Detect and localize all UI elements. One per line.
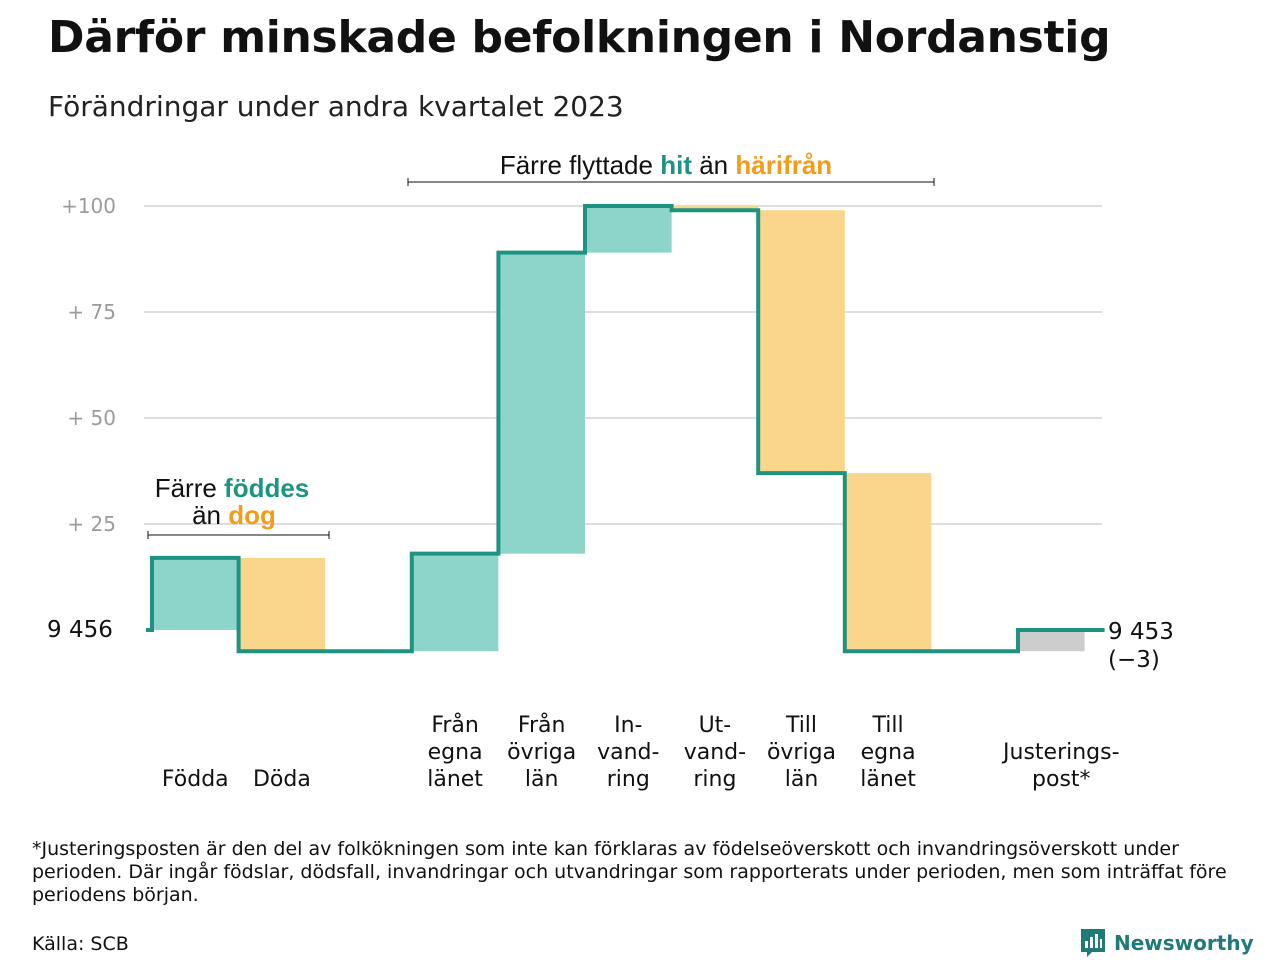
running-total-path [146,204,1105,654]
newsworthy-chart-icon [1081,929,1105,957]
category-label-fran-ovriga-lan-2: övriga [507,740,576,765]
annotation-births-deaths-line2: än dog [192,500,276,530]
bars [152,206,1085,652]
y-tick-label-50: + 50 [67,406,116,430]
category-label-fran-egna-lanet-1: Från [431,712,479,738]
bar-justeringspost [1020,630,1085,652]
bar-doda [238,557,326,652]
annotation-births-deaths-bracket [147,531,330,539]
logo-text: Newsworthy [1114,931,1254,955]
waterfall-chart: +100+ 75+ 50+ 25 Födda DödaFrånegnalänetF… [47,150,1174,792]
bar-till-egna-lanet [844,473,932,652]
end-change-label: (−3) [1108,647,1160,673]
footnote: *Justeringsposten är den del av folkökni… [32,838,1227,906]
bar-fodda [152,557,239,630]
category-label-fodda-3: Födda [162,767,229,792]
category-label-till-ovriga-lan-2: övriga [767,740,836,765]
bar-utvandring [671,206,759,211]
bar-fran-egna-lanet [411,553,499,652]
bar-fran-ovriga-lan [498,252,585,554]
bar-invandring [585,206,672,253]
annotations: Färre föddes än dog Färre flyttade hit ä… [147,150,935,539]
category-label-utvandring-2: vand- [684,740,746,765]
bar-till-ovriga-lan [758,210,845,474]
category-label-invandring-2: vand- [597,740,659,765]
chart-title: Därför minskade befolkningen i Nordansti… [48,12,1111,63]
start-value-label: 9 456 [47,617,113,643]
category-label-invandring-1: In- [614,713,642,738]
category-label-till-egna-lanet-2: egna [861,740,916,765]
category-label-till-egna-lanet-1: Till [872,713,904,738]
annotation-births-deaths-line1: Färre föddes [155,473,310,503]
y-tick-label-75: + 75 [67,300,116,324]
category-label-fran-egna-lanet-3: länet [427,767,483,792]
category-label-fran-egna-lanet-2: egna [428,740,483,765]
y-axis-ticks: +100 + 75 + 50 + 25 [61,194,116,536]
category-label-fran-ovriga-lan-1: Från [518,712,566,738]
annotation-migration: Färre flyttade hit än härifrån [500,150,832,180]
category-label-doda-3: Döda [253,767,311,792]
category-label-till-ovriga-lan-3: län [785,767,819,792]
value-labels: 9 456 9 453 (−3) [47,617,1174,673]
category-label-justeringspost-3: post* [1032,767,1091,792]
category-label-invandring-3: ring [607,767,650,792]
category-label-till-egna-lanet-3: länet [860,767,916,792]
end-value-label: 9 453 [1108,619,1174,645]
category-labels: Födda DödaFrånegnalänetFrånövrigalänIn-va… [162,712,1120,792]
y-tick-label-100: +100 [61,194,116,218]
category-label-utvandring-1: Ut- [699,713,732,738]
annotation-migration-bracket [407,178,935,186]
newsworthy-logo: Newsworthy [1080,928,1254,958]
category-label-utvandring-3: ring [693,767,736,792]
category-label-fran-ovriga-lan-3: län [525,767,559,792]
category-label-justeringspost-2: Justerings- [1001,740,1120,765]
y-tick-label-25: + 25 [67,512,116,536]
source-label: Källa: SCB [32,933,129,955]
chart-subtitle: Förändringar under andra kvartalet 2023 [48,90,624,123]
category-label-till-ovriga-lan-1: Till [785,713,817,738]
running-total-line [146,204,1105,654]
